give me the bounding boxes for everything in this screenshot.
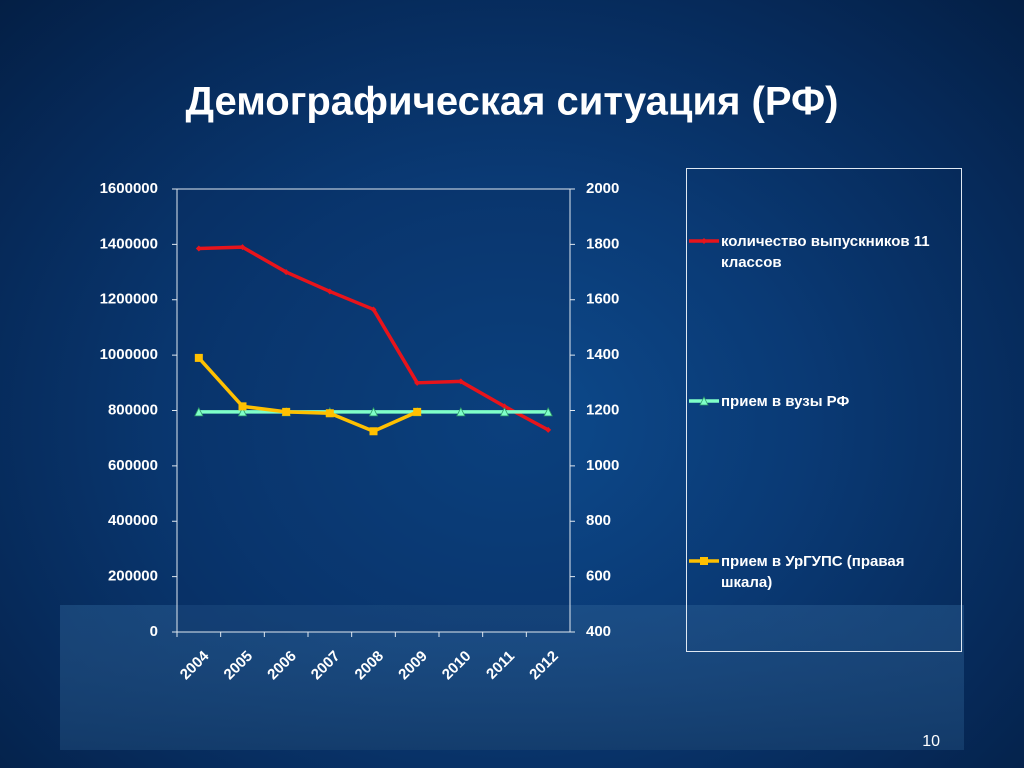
marker	[195, 245, 202, 252]
series-line	[197, 356, 418, 434]
marker	[283, 269, 290, 276]
y-tick-label: 1200000	[100, 291, 158, 308]
marker	[501, 403, 508, 410]
marker	[194, 406, 204, 417]
y-tick-label: 400000	[108, 512, 158, 529]
y2-tick-label: 600	[586, 568, 611, 585]
y-tick-label: 200000	[108, 568, 158, 585]
legend-label: количество выпускников 11 классов	[721, 233, 930, 271]
y2-tick-label: 1000	[586, 457, 619, 474]
legend-swatch	[689, 238, 719, 244]
marker	[543, 406, 553, 417]
y2-tick-label: 1800	[586, 235, 619, 252]
legend-swatch	[689, 557, 719, 565]
legend-item: прием в вузы РФ	[687, 391, 959, 412]
legend-item: количество выпускников 11 классов	[687, 231, 959, 273]
legend-label: прием в вузы РФ	[721, 393, 850, 410]
y2-tick-label: 1200	[586, 401, 619, 418]
marker	[701, 238, 707, 244]
marker	[369, 427, 378, 436]
y-tick-label: 1600000	[100, 180, 158, 197]
y-tick-label: 0	[150, 623, 158, 640]
marker	[282, 407, 291, 416]
background-building	[60, 605, 964, 750]
y2-tick-label: 800	[586, 512, 611, 529]
marker	[326, 288, 333, 295]
marker	[699, 396, 709, 406]
marker	[194, 353, 203, 362]
marker	[545, 426, 552, 433]
marker	[325, 409, 334, 418]
marker	[457, 378, 464, 385]
marker	[237, 406, 248, 417]
legend-item: прием в УрГУПС (правая шкала)	[687, 551, 959, 593]
marker	[456, 406, 466, 417]
marker	[238, 402, 247, 411]
y-tick-label: 600000	[108, 457, 158, 474]
marker	[368, 406, 379, 417]
chart-title: Демографическая ситуация (РФ)	[186, 80, 839, 124]
legend-label: прием в УрГУПС (правая шкала)	[721, 553, 905, 591]
legend: количество выпускников 11 классов прием в…	[686, 168, 962, 652]
marker	[414, 379, 421, 386]
y-tick-label: 800000	[108, 401, 158, 418]
y2-tick-label: 2000	[586, 180, 619, 197]
y2-tick-label: 400	[586, 623, 611, 640]
marker	[370, 306, 377, 313]
y2-tick-label: 1600	[586, 291, 619, 308]
y-tick-label: 1000000	[100, 346, 158, 363]
y2-tick-label: 1400	[586, 346, 619, 363]
slide-number: 10	[922, 733, 940, 750]
marker	[499, 406, 510, 417]
y-tick-label: 1400000	[100, 235, 158, 252]
marker	[239, 244, 246, 251]
marker	[413, 407, 422, 416]
marker	[700, 557, 708, 565]
legend-swatch	[689, 396, 719, 406]
